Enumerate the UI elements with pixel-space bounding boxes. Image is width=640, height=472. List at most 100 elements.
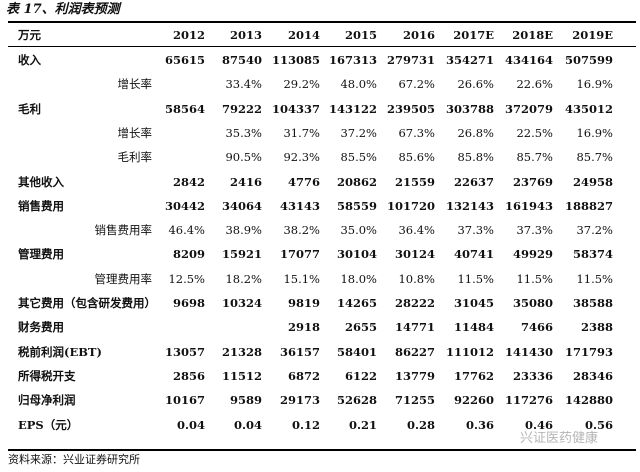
cell: 38588 [572, 296, 613, 310]
cell: 40741 [453, 247, 494, 262]
row-label: 毛利率 [117, 150, 153, 165]
cell: 0.46 [524, 417, 553, 432]
cell: 36.4% [398, 223, 435, 238]
cell: 92260 [453, 393, 494, 408]
cell: 101720 [386, 198, 435, 213]
cell: 29173 [279, 393, 320, 408]
row-label: 其他收入 [18, 174, 64, 189]
cell: 43143 [279, 198, 320, 213]
cell: 28346 [572, 368, 613, 383]
cell: 20862 [336, 174, 377, 189]
cell: 14265 [336, 296, 377, 310]
cell: 111012 [445, 344, 494, 359]
cell: 12.5% [168, 271, 205, 286]
cell: 354271 [445, 53, 494, 67]
cell: 71255 [394, 393, 435, 408]
cell: 2416 [229, 174, 262, 189]
cell: 85.6% [398, 150, 435, 165]
cell: 143122 [328, 101, 377, 116]
cell: 188827 [564, 198, 613, 213]
cell: 29.2% [283, 77, 320, 92]
cell: 30442 [164, 198, 205, 213]
header-cell: 2017E [453, 28, 494, 42]
cell: 239505 [386, 101, 435, 116]
cell: 23336 [512, 368, 553, 383]
cell: 24958 [572, 174, 613, 189]
cell: 15921 [221, 247, 262, 262]
cell: 8209 [172, 247, 205, 262]
cell: 9819 [287, 296, 320, 310]
cell: 58559 [336, 198, 377, 213]
cell: 7466 [520, 320, 553, 335]
header-cell: 2015 [344, 28, 377, 42]
cell: 85.5% [340, 150, 377, 165]
cell: 37.3% [516, 223, 553, 238]
cell: 67.2% [398, 77, 435, 92]
cell: 87540 [221, 53, 262, 67]
row-label: 销售费用 [18, 198, 64, 213]
cell: 85.8% [457, 150, 494, 165]
cell: 85.7% [576, 150, 613, 165]
cell: 26.6% [457, 77, 494, 92]
cell: 34064 [221, 198, 262, 213]
cell: 35.0% [340, 223, 377, 238]
cell: 11.5% [516, 271, 553, 286]
cell: 22637 [453, 174, 494, 189]
cell: 15.1% [283, 271, 320, 286]
cell: 11512 [221, 368, 262, 383]
cell: 11.5% [457, 271, 494, 286]
cell: 2918 [287, 320, 320, 335]
cell: 13057 [164, 344, 205, 359]
cell: 372079 [504, 101, 553, 116]
cell: 2388 [580, 320, 613, 335]
bottom-rule [8, 449, 636, 451]
source: 资料来源：兴业证券研究所 [8, 453, 140, 466]
cell: 30104 [336, 247, 377, 262]
cell: 132143 [445, 198, 494, 213]
cell: 21328 [221, 344, 262, 359]
cell: 17762 [453, 368, 494, 383]
cell: 2655 [344, 320, 377, 335]
cell: 28222 [394, 296, 435, 310]
cell: 9589 [229, 393, 262, 408]
cell: 11.5% [576, 271, 613, 286]
cell: 92.3% [283, 150, 320, 165]
cell: 2842 [172, 174, 205, 189]
cell: 0.28 [406, 417, 435, 432]
cell: 6122 [344, 368, 377, 383]
cell: 23769 [512, 174, 553, 189]
cell: 2856 [172, 368, 205, 383]
cell: 0.04 [176, 417, 205, 432]
cell: 4776 [287, 174, 320, 189]
cell: 11484 [453, 320, 494, 335]
row-label: 管理费用 [18, 247, 64, 262]
cell: 22.6% [516, 77, 553, 92]
cell: 104337 [271, 101, 320, 116]
row-label: EPS（元） [18, 417, 79, 432]
cell: 18.0% [340, 271, 377, 286]
row-label: 增长率 [117, 77, 153, 92]
cell: 16.9% [576, 77, 613, 92]
cell: 113085 [271, 53, 320, 67]
row-label: 管理费用率 [94, 271, 153, 286]
cell: 46.4% [168, 223, 205, 238]
cell: 17077 [279, 247, 320, 262]
cell: 65615 [164, 53, 205, 67]
cell: 434164 [504, 53, 553, 67]
cell: 79222 [221, 101, 262, 116]
row-label: 财务费用 [18, 320, 64, 335]
cell: 435012 [564, 101, 613, 116]
cell: 167313 [328, 53, 377, 67]
row-label: 收入 [18, 53, 41, 67]
cell: 13779 [394, 368, 435, 383]
cell: 22.5% [516, 125, 553, 140]
cell: 0.12 [291, 417, 320, 432]
row-label: 归母净利润 [18, 393, 76, 408]
cell: 10.8% [398, 271, 435, 286]
cell: 31045 [453, 296, 494, 310]
row-label: 税前利润(EBT) [18, 344, 102, 359]
cell: 10167 [164, 393, 205, 408]
title-rule [8, 21, 636, 23]
cell: 0.04 [233, 417, 262, 432]
